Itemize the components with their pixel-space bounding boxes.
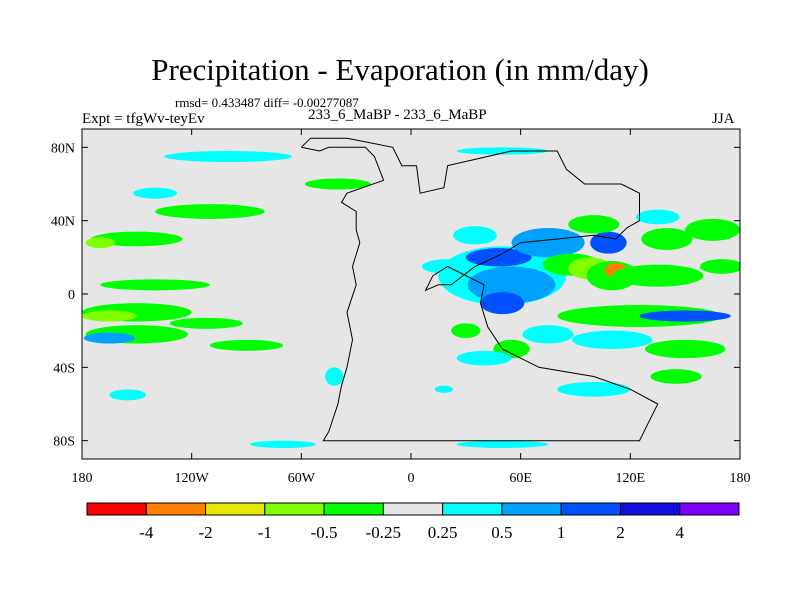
anomaly-region xyxy=(85,237,115,249)
plot-background xyxy=(82,129,740,459)
x-tick-label: 60W xyxy=(288,471,316,486)
anomaly-region xyxy=(641,228,693,250)
y-tick-label: 40N xyxy=(51,215,75,230)
anomaly-region xyxy=(451,323,481,338)
colorbar-label: 0.25 xyxy=(428,523,458,542)
anomaly-region xyxy=(456,147,549,155)
colorbar-label: -1 xyxy=(258,523,272,542)
anomaly-region xyxy=(453,226,497,245)
y-tick-label: 80N xyxy=(51,141,75,156)
anomaly-region xyxy=(83,332,136,344)
x-tick-label: 180 xyxy=(730,471,751,486)
anomaly-region xyxy=(557,382,631,397)
colorbar-swatch xyxy=(442,502,503,516)
anomaly-region xyxy=(155,204,265,219)
x-tick-label: 0 xyxy=(408,471,415,486)
colorbar-swatch xyxy=(382,502,444,516)
colorbar-swatch xyxy=(501,502,562,516)
anomaly-region xyxy=(557,305,722,327)
anomaly-region xyxy=(164,151,293,162)
anomaly-region xyxy=(635,209,680,225)
colorbar-label: -2 xyxy=(198,523,212,542)
anomaly-region xyxy=(480,292,525,315)
colorbar-swatch xyxy=(86,502,147,516)
colorbar-swatch xyxy=(323,502,384,516)
season-label: JJA xyxy=(712,111,735,127)
anomaly-fields xyxy=(82,147,740,449)
anomaly-region xyxy=(456,440,549,449)
x-tick-label: 60E xyxy=(509,471,532,486)
colorbar-swatch xyxy=(145,502,207,516)
anomaly-region xyxy=(568,215,620,234)
colorbar-label: 1 xyxy=(557,523,566,542)
anomaly-region xyxy=(590,231,627,254)
colorbar-swatch xyxy=(560,502,621,516)
colorbar-swatch xyxy=(264,502,325,516)
anomaly-region xyxy=(100,279,210,291)
y-tick-label: 40S xyxy=(53,361,75,376)
colorbar-label: 4 xyxy=(675,523,684,542)
colorbar-label: -0.25 xyxy=(366,523,401,542)
case-label: 233_6_MaBP - 233_6_MaBP xyxy=(308,107,487,123)
chart-title: Precipitation - Evaporation (in mm/day) xyxy=(151,52,649,87)
y-tick-label: 0 xyxy=(68,288,75,303)
colorbar: -4 -2 -1 -0.5 -0.25 0.25 0.5 1 2 4 xyxy=(86,502,740,542)
anomaly-region xyxy=(639,310,731,322)
anomaly-region xyxy=(250,440,316,449)
anomaly-region xyxy=(456,350,512,366)
anomaly-region xyxy=(325,367,344,386)
anomaly-region xyxy=(650,369,702,384)
colorbar-swatch xyxy=(205,502,266,516)
y-axis-ticks: 80N 40N 0 40S 80S xyxy=(51,141,740,450)
y-tick-label: 80S xyxy=(53,435,75,450)
x-tick-label: 180 xyxy=(72,471,93,486)
colorbar-label: -4 xyxy=(139,523,154,542)
experiment-label: Expt = tfgWv-teyEv xyxy=(82,111,205,127)
colorbar-label: -0.5 xyxy=(311,523,338,542)
colorbar-swatch xyxy=(619,502,681,516)
anomaly-region xyxy=(82,310,137,322)
anomaly-region xyxy=(109,389,146,401)
coastline xyxy=(300,137,659,442)
anomaly-region xyxy=(467,266,556,304)
anomaly-region xyxy=(612,264,704,287)
anomaly-region xyxy=(465,248,532,267)
anomaly-region xyxy=(169,317,243,329)
x-axis-ticks: 180 120W 60W 0 60E 120E 180 xyxy=(72,129,751,486)
x-tick-label: 120E xyxy=(616,471,646,486)
colorbar-label: 0.5 xyxy=(491,523,512,542)
coastline-path xyxy=(300,137,659,442)
anomaly-region xyxy=(434,385,454,394)
anomaly-region xyxy=(304,178,371,190)
anomaly-region xyxy=(209,339,284,351)
anomaly-region xyxy=(571,330,653,350)
anomaly-region xyxy=(685,218,740,241)
colorbar-swatch xyxy=(679,502,740,516)
anomaly-region xyxy=(699,259,740,274)
anomaly-region xyxy=(133,187,178,199)
x-tick-label: 120W xyxy=(175,471,210,486)
anomaly-region xyxy=(511,228,585,258)
anomaly-region xyxy=(644,339,726,359)
stats-line: rmsd= 0.433487 diff= -0.00277087 xyxy=(175,95,359,110)
colorbar-label: 2 xyxy=(616,523,625,542)
anomaly-region xyxy=(522,325,574,344)
